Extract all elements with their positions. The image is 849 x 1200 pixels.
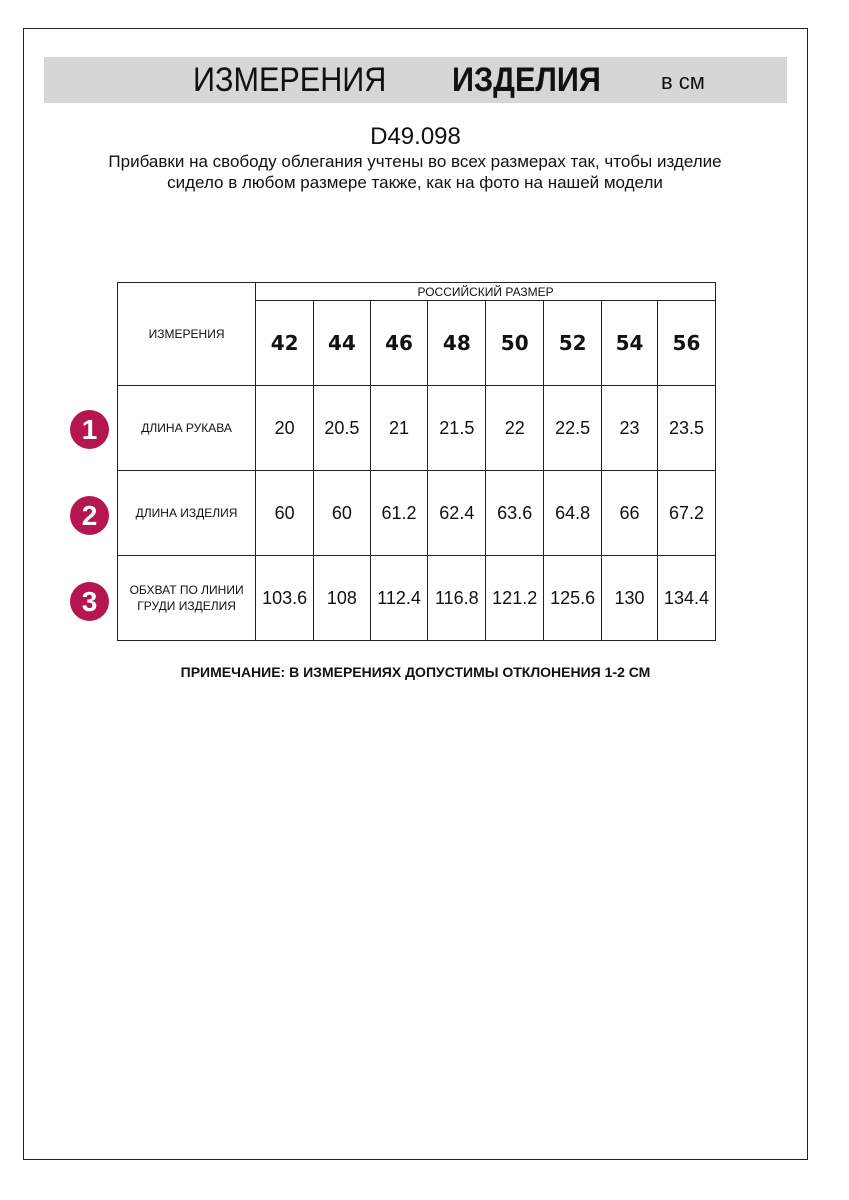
- corner-label: ИЗМЕРЕНИЯ: [116, 282, 257, 386]
- cell-value: 21.5: [427, 385, 487, 471]
- cell-value: 20: [255, 385, 315, 471]
- size-header: 46: [369, 300, 429, 386]
- cell-value: 21: [369, 385, 429, 471]
- page-frame: [23, 28, 808, 1160]
- cell-value: 66: [601, 470, 658, 556]
- table-row: ДЛИНА ИЗДЕЛИЯ 60 60 61.2 62.4 63.6 64.8 66 67.2: [116, 470, 717, 556]
- description: Прибавки на свободу облегания учтены во …: [108, 152, 722, 192]
- row-label: ДЛИНА РУКАВА: [116, 385, 257, 471]
- row-number-badge: 1: [70, 410, 109, 449]
- group-header: РОССИЙСКИЙ РАЗМЕР: [255, 282, 716, 301]
- size-table: ИЗМЕРЕНИЯ РОССИЙСКИЙ РАЗМЕР 42 44 46 48 50 52…: [116, 282, 717, 641]
- title-regular: ИЗМЕРЕНИЯ: [193, 61, 387, 99]
- cell-value: 67.2: [656, 470, 717, 556]
- cell-value: 22.5: [543, 385, 603, 471]
- cell-value: 62.4: [427, 470, 487, 556]
- size-header: 50: [485, 300, 545, 386]
- row-label: ДЛИНА ИЗДЕЛИЯ: [116, 470, 257, 556]
- size-header: 54: [601, 300, 658, 386]
- cell-value: 22: [485, 385, 545, 471]
- title-unit: в см: [661, 69, 705, 94]
- table-row: ОБХВАТ ПО ЛИНИИ ГРУДИ ИЗДЕЛИЯ 103.6 108 112…: [116, 555, 717, 641]
- note: ПРИМЕЧАНИЕ: В ИЗМЕРЕНИЯХ ДОПУСТИМЫ ОТКЛО…: [180, 664, 651, 680]
- title-bold: ИЗДЕЛИЯ: [452, 61, 601, 99]
- size-header: 56: [656, 300, 717, 386]
- cell-value: 121.2: [485, 555, 545, 641]
- row-number-badge: 2: [70, 496, 109, 535]
- size-header: 52: [543, 300, 603, 386]
- cell-value: 112.4: [369, 555, 429, 641]
- row-label: ОБХВАТ ПО ЛИНИИ ГРУДИ ИЗДЕЛИЯ: [116, 555, 257, 641]
- cell-value: 134.4: [656, 555, 717, 641]
- size-header: 42: [255, 300, 315, 386]
- cell-value: 61.2: [369, 470, 429, 556]
- cell-value: 60: [255, 470, 315, 556]
- cell-value: 20.5: [313, 385, 371, 471]
- size-header: 48: [427, 300, 487, 386]
- cell-value: 116.8: [427, 555, 487, 641]
- cell-value: 63.6: [485, 470, 545, 556]
- cell-value: 125.6: [543, 555, 603, 641]
- cell-value: 64.8: [543, 470, 603, 556]
- cell-value: 23: [601, 385, 658, 471]
- cell-value: 60: [313, 470, 371, 556]
- cell-value: 103.6: [255, 555, 315, 641]
- header-bar: [44, 57, 787, 103]
- cell-value: 108: [313, 555, 371, 641]
- cell-value: 130: [601, 555, 658, 641]
- table-row: ДЛИНА РУКАВА 20 20.5 21 21.5 22 22.5 23 23.5: [116, 385, 717, 471]
- product-code: D49.098: [370, 123, 461, 150]
- size-header: 44: [313, 300, 371, 386]
- row-number-badge: 3: [70, 582, 109, 621]
- cell-value: 23.5: [656, 385, 717, 471]
